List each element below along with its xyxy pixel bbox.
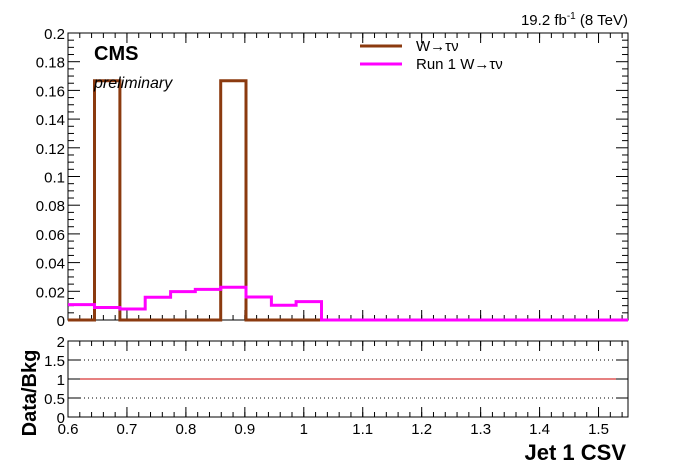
ratio-y-tick-label: 0.5 xyxy=(44,391,65,408)
y-axis-title: Data/Bkg xyxy=(19,350,41,437)
main-y-tick-label: 0.14 xyxy=(36,112,65,129)
main-y-tick-label: 0.04 xyxy=(36,256,65,273)
main-panel: 0 0.02 0.04 0.06 0.08 0.1 0.12 0.14 0.16 0.18 0.2 xyxy=(36,26,629,330)
main-y-tick-label: 0.18 xyxy=(36,55,65,72)
ratio-x-tick-label: 0.6 xyxy=(58,421,79,438)
series-w-tau-nu-line xyxy=(68,79,628,322)
ratio-y-tick-label: 2 xyxy=(57,334,65,351)
ratio-x-tick-label: 0.9 xyxy=(234,421,255,438)
ratio-y-tick-label: 0 xyxy=(57,410,65,427)
main-y-tick-label: 0.08 xyxy=(36,198,65,215)
legend-label: Run 1 W→τν xyxy=(416,56,503,73)
main-y-tick-label: 0.02 xyxy=(36,284,65,301)
ratio-y-tick-label: 1 xyxy=(57,372,65,389)
main-y-tick-label: 0.16 xyxy=(36,83,65,100)
ratio-x-tick-label: 1.5 xyxy=(588,421,609,438)
main-y-tick-label: 0.1 xyxy=(44,170,65,187)
ratio-x-tick-label: 1.2 xyxy=(411,421,432,438)
ratio-panel: 0 0.5 1 1.5 2 0.6 0.7 0.8 0.9 1 1.1 1.2 1.3 1.4 1.5 Jet… xyxy=(19,334,629,465)
ratio-x-tick-label: 0.8 xyxy=(175,421,196,438)
series-run1-w-tau-nu-line xyxy=(68,285,628,322)
ratio-x-tick-label: 1.1 xyxy=(352,421,373,438)
ratio-y-tick-label: 1.5 xyxy=(44,353,65,370)
preliminary-label: preliminary xyxy=(93,75,173,92)
lumi-label: 19.2 fb-1 (8 TeV) xyxy=(521,11,628,29)
ratio-x-tick-label: 1 xyxy=(300,421,308,438)
x-axis-title: Jet 1 CSV xyxy=(525,440,627,465)
legend-label: W→τν xyxy=(416,38,459,55)
main-y-tick-label: 0.06 xyxy=(36,227,65,244)
main-y-tick-label: 0 xyxy=(57,313,65,330)
ratio-x-tick-label: 1.3 xyxy=(470,421,491,438)
ratio-x-tick-label: 1.4 xyxy=(529,421,550,438)
main-y-tick-label: 0.2 xyxy=(44,26,65,43)
ratio-x-tick-label: 0.7 xyxy=(117,421,138,438)
cms-label: CMS xyxy=(94,43,138,65)
main-y-tick-label: 0.12 xyxy=(36,141,65,158)
